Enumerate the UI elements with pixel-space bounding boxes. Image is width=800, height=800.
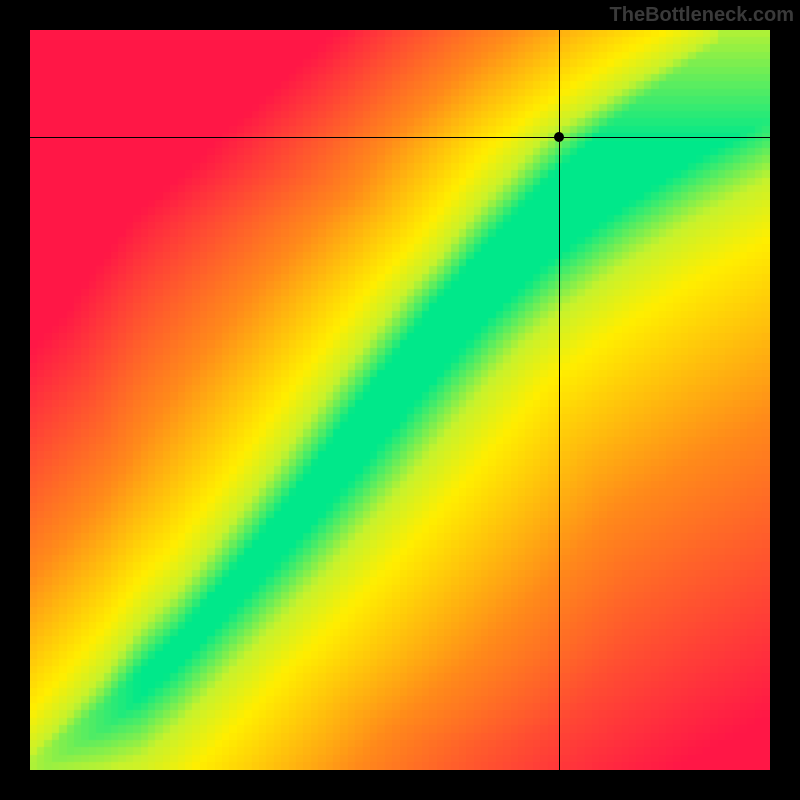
watermark-text: TheBottleneck.com — [610, 4, 794, 27]
crosshair-vertical — [559, 0, 560, 800]
chart-container: TheBottleneck.com — [0, 0, 800, 800]
crosshair-horizontal — [0, 137, 800, 138]
crosshair-marker — [554, 132, 564, 142]
plot-area — [30, 30, 770, 770]
heatmap-canvas — [30, 30, 770, 770]
